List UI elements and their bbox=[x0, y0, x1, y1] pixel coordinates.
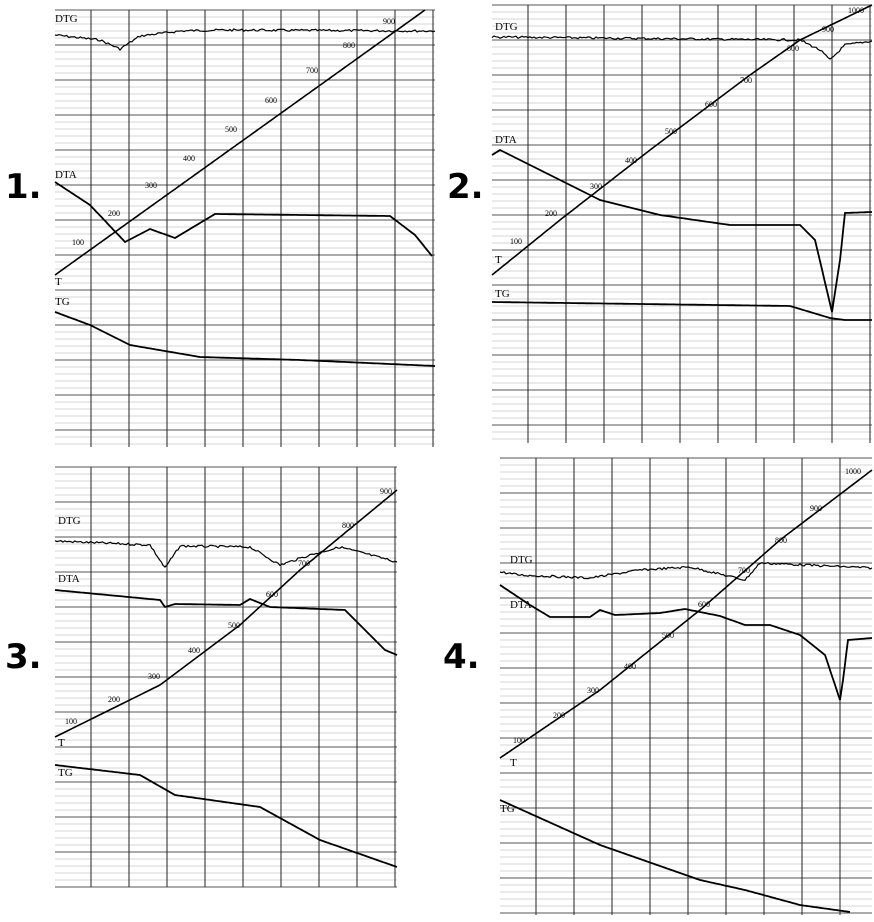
tg-curve bbox=[499, 799, 851, 913]
temperature-label: 300 bbox=[590, 182, 602, 191]
temperature-label: 700 bbox=[298, 559, 310, 568]
temperature-label: 300 bbox=[148, 672, 160, 681]
dta-curve bbox=[499, 584, 873, 701]
temperature-label: 200 bbox=[553, 711, 565, 720]
temperature-label: 100 bbox=[72, 238, 84, 247]
temperature-label: 600 bbox=[705, 100, 717, 109]
tg-curve bbox=[54, 311, 436, 367]
temperature-label: 400 bbox=[625, 156, 637, 165]
curve-label: DTG bbox=[495, 21, 518, 33]
dta-curve bbox=[54, 589, 398, 656]
temperature-label: 800 bbox=[342, 521, 354, 530]
temperature-label: 500 bbox=[225, 125, 237, 134]
t-curve bbox=[499, 469, 873, 759]
curve-label: TG bbox=[500, 803, 515, 815]
temperature-label: 300 bbox=[587, 686, 599, 695]
temperature-label: 800 bbox=[343, 41, 355, 50]
temperature-label: 500 bbox=[665, 127, 677, 136]
temperature-label: 700 bbox=[740, 76, 752, 85]
temperature-label: 200 bbox=[108, 209, 120, 218]
panel: 2. DTG DTA T TG 100 200 300 400 500 600 700 800 900 10… bbox=[447, 4, 873, 443]
temperature-label: 900 bbox=[810, 504, 822, 513]
curve-label: TG bbox=[58, 767, 73, 779]
temperature-label: 700 bbox=[738, 566, 750, 575]
temperature-label: 300 bbox=[145, 181, 157, 190]
tg-curve bbox=[54, 764, 398, 868]
panel-number: 4. bbox=[443, 637, 480, 677]
temperature-label: 500 bbox=[662, 631, 674, 640]
temperature-label: 200 bbox=[545, 209, 557, 218]
temperature-label: 100 bbox=[65, 717, 77, 726]
dtg-curve bbox=[54, 540, 398, 568]
temperature-label: 400 bbox=[188, 646, 200, 655]
curve-label: TG bbox=[55, 296, 70, 308]
panel: 4. DTG DTA T TG 100 200 300 400 500 600 700 800 900 10… bbox=[443, 457, 873, 915]
dtg-curve bbox=[54, 28, 436, 52]
curve-label: DTG bbox=[510, 554, 533, 566]
dta-curve bbox=[54, 181, 433, 257]
temperature-label: 900 bbox=[822, 25, 834, 34]
temperature-label: 200 bbox=[108, 695, 120, 704]
temperature-label: 100 bbox=[510, 237, 522, 246]
curve-label: T bbox=[55, 276, 62, 288]
panel: 3. DTG DTA T TG 100 200 300 400 500 600 700 800 900 bbox=[5, 466, 398, 888]
temperature-label: 900 bbox=[380, 487, 392, 496]
temperature-label: 100 bbox=[513, 736, 525, 745]
curve-label: TG bbox=[495, 288, 510, 300]
dta-curve bbox=[491, 148, 873, 313]
curve-label: DTA bbox=[510, 599, 532, 611]
t-curve bbox=[54, 489, 398, 738]
panel: 1. DTG DTA T TG 100 200 300 400 500 600 700 800 900 bbox=[5, 9, 436, 447]
temperature-label: 800 bbox=[787, 44, 799, 53]
curve-label: DTG bbox=[58, 515, 81, 527]
curve-label: T bbox=[495, 254, 502, 266]
dtg-curve bbox=[491, 35, 873, 60]
panel-number: 1. bbox=[5, 167, 42, 207]
temperature-label: 700 bbox=[306, 66, 318, 75]
temperature-label: 1000 bbox=[845, 467, 861, 476]
curve-label: DTA bbox=[55, 169, 77, 181]
temperature-label: 600 bbox=[265, 96, 277, 105]
t-curve bbox=[491, 4, 873, 276]
temperature-label: 600 bbox=[698, 600, 710, 609]
temperature-label: 400 bbox=[183, 154, 195, 163]
temperature-label: 500 bbox=[228, 621, 240, 630]
temperature-label: 900 bbox=[383, 17, 395, 26]
curve-label: DTA bbox=[58, 573, 80, 585]
curve-label: T bbox=[58, 737, 65, 749]
curve-label: DTA bbox=[495, 134, 517, 146]
tg-curve bbox=[492, 301, 872, 321]
temperature-label: 1000 bbox=[848, 6, 864, 15]
curve-label: DTG bbox=[55, 13, 78, 25]
t-curve bbox=[54, 9, 426, 276]
dtg-curve bbox=[499, 561, 873, 582]
panel-number: 3. bbox=[5, 637, 42, 677]
temperature-label: 400 bbox=[624, 662, 636, 671]
curve-label: T bbox=[510, 757, 517, 769]
temperature-label: 800 bbox=[775, 536, 787, 545]
panel-number: 2. bbox=[447, 167, 484, 207]
temperature-label: 600 bbox=[266, 590, 278, 599]
